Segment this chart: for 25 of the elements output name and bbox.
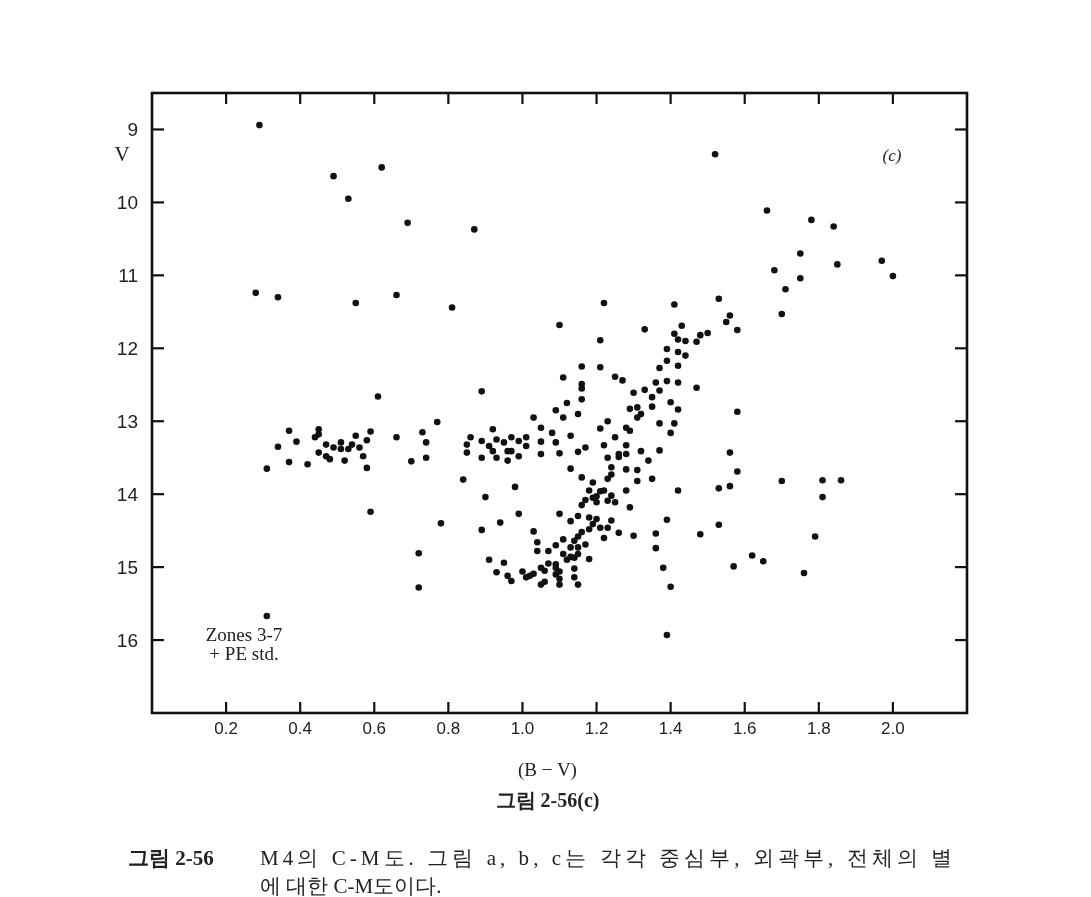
x-tick-label: 0.4 xyxy=(288,719,312,738)
y-tick-label: 15 xyxy=(116,556,138,578)
y-tick-label: 12 xyxy=(116,337,138,359)
caption: 그림 2-56 xyxy=(128,846,214,870)
text: M4의 C-M도. 그림 a, b, c는 각각 중심부, 외곽부, 전체의 별 에 대한 C-M도이다. xyxy=(260,846,952,897)
x-tick-label: 0.6 xyxy=(362,719,387,738)
x-axis-title: (B − V) xyxy=(518,759,577,781)
x-tick-label: 0.2 xyxy=(214,719,238,738)
y-tick-label: 13 xyxy=(116,410,138,432)
x-tick-label: 1.0 xyxy=(510,719,535,738)
y-tick-label: 14 xyxy=(116,483,139,505)
y-axis-title: V xyxy=(114,142,130,167)
y-tick-label: 16 xyxy=(116,629,138,651)
x-tick-label: 0.8 xyxy=(436,719,461,738)
x-tick-label: 1.2 xyxy=(584,719,609,738)
annotation: Zones 3-7 + PE std. xyxy=(205,624,283,664)
x-tick-label: 1.4 xyxy=(658,719,683,738)
x-tick-label: 1.8 xyxy=(807,719,831,738)
annotation: (c) xyxy=(882,146,902,165)
x-tick-label: 2.0 xyxy=(881,719,905,738)
x-tick-label: 1.6 xyxy=(732,719,757,738)
y-tick-label: 10 xyxy=(116,191,138,213)
caption: 그림 2-56(c) xyxy=(495,789,600,812)
y-tick-label: 11 xyxy=(118,264,138,286)
y-tick-label: 9 xyxy=(127,118,138,140)
